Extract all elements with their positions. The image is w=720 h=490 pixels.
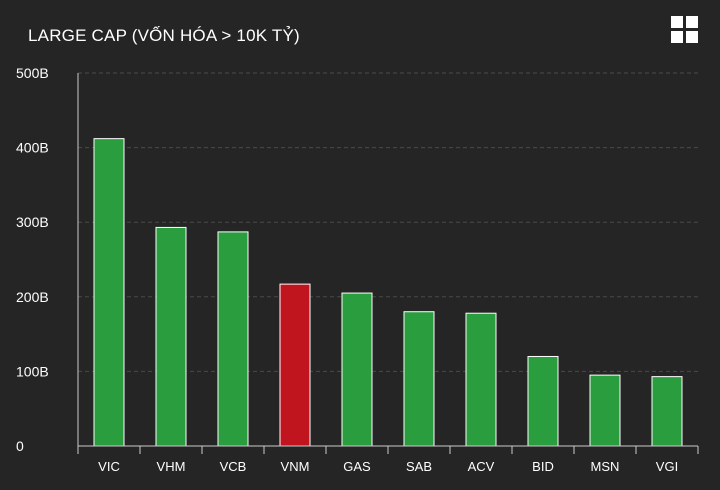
x-tick-label: BID xyxy=(532,459,554,474)
x-tick-label: VCB xyxy=(220,459,247,474)
y-tick-label: 200B xyxy=(16,289,49,305)
bar-gas[interactable] xyxy=(341,292,373,447)
y-tick-label: 100B xyxy=(16,363,49,379)
bar-vic[interactable] xyxy=(93,138,125,447)
x-tick-label: VHM xyxy=(157,459,186,474)
bar-vnm[interactable] xyxy=(279,283,311,447)
x-tick-label: SAB xyxy=(406,459,432,474)
y-tick-label: 400B xyxy=(16,140,49,156)
x-tick-label: VNM xyxy=(281,459,310,474)
y-tick-label: 0 xyxy=(16,438,24,454)
x-tick-label: VIC xyxy=(98,459,120,474)
bar-msn[interactable] xyxy=(589,374,621,447)
bar-bid[interactable] xyxy=(527,355,559,447)
y-tick-label: 300B xyxy=(16,214,49,230)
x-tick-label: GAS xyxy=(343,459,371,474)
x-tick-label: ACV xyxy=(468,459,495,474)
y-tick-label: 500B xyxy=(16,65,49,81)
grid-cell xyxy=(686,31,698,43)
grid-cell xyxy=(686,16,698,28)
bar-vgi[interactable] xyxy=(651,376,683,447)
x-tick-label: VGI xyxy=(656,459,678,474)
bar-acv[interactable] xyxy=(465,312,497,447)
grid-menu-icon[interactable] xyxy=(671,16,699,44)
grid-cell xyxy=(671,16,683,28)
bar-vhm[interactable] xyxy=(155,226,187,447)
chart-title: LARGE CAP (VỐN HÓA > 10K TỶ) xyxy=(28,26,300,45)
bar-vcb[interactable] xyxy=(217,231,249,447)
grid-cell xyxy=(671,31,683,43)
bar-sab[interactable] xyxy=(403,311,435,447)
x-tick-label: MSN xyxy=(591,459,620,474)
